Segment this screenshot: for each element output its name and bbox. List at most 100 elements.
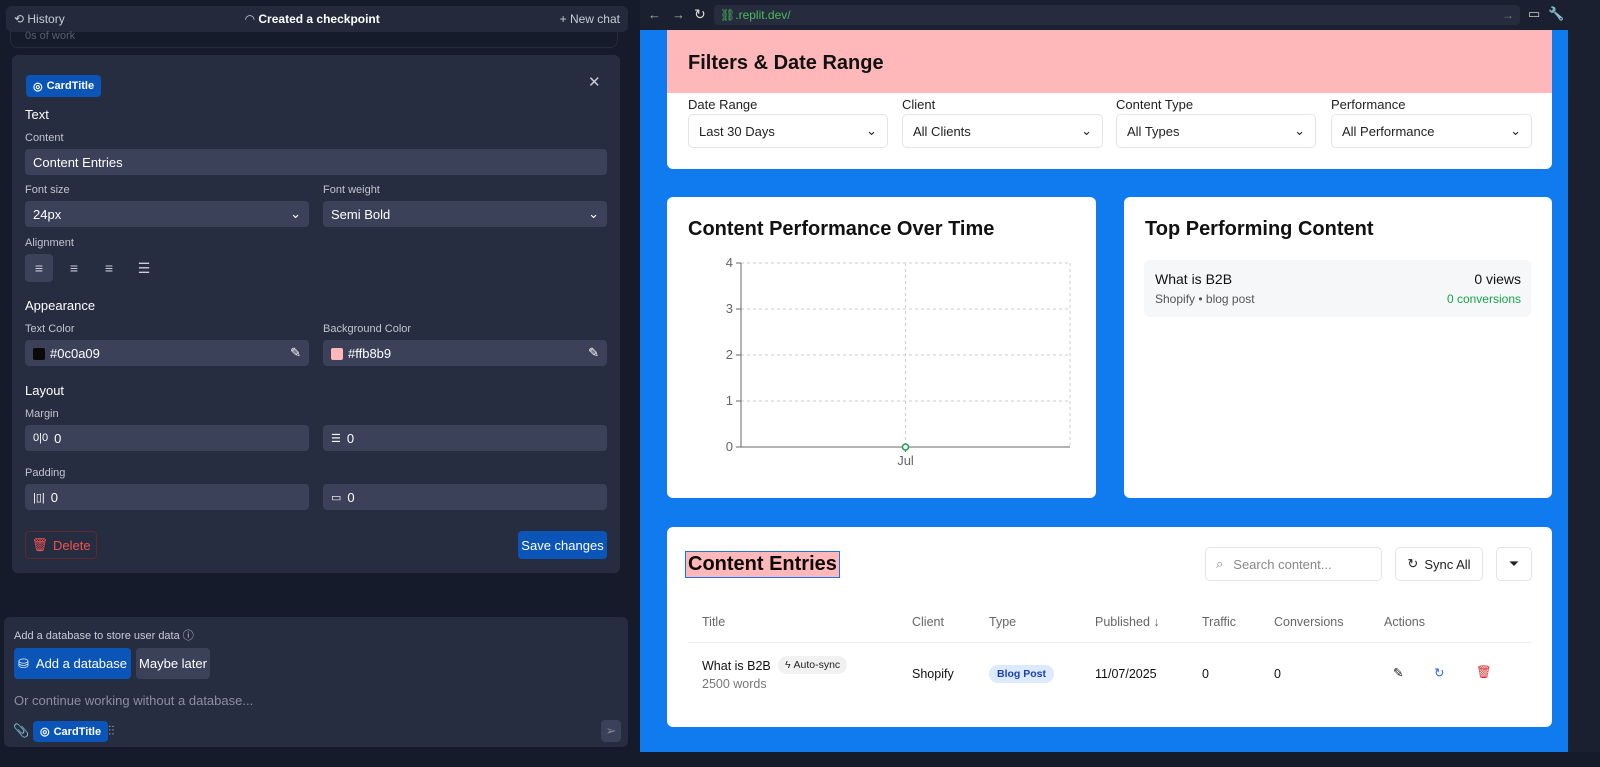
- content-input[interactable]: Content Entries: [25, 149, 607, 175]
- cardtitle-chip[interactable]: ◎ CardTitle: [33, 721, 109, 742]
- text-color-label: Text Color: [25, 323, 75, 335]
- padding-y-input[interactable]: ▭ 0: [323, 484, 607, 510]
- col-traffic: Traffic: [1202, 615, 1237, 629]
- save-changes-button[interactable]: Save changes: [518, 531, 607, 559]
- padding-x-value: 0: [50, 489, 59, 505]
- date-range-label: Date Range: [688, 97, 758, 112]
- align-right-icon[interactable]: ≡: [104, 260, 114, 276]
- top-content-title: Top Performing Content: [1145, 218, 1374, 240]
- chevron-down-icon: ⌄: [1510, 123, 1521, 138]
- add-database-button[interactable]: ⛁ Add a database: [14, 648, 131, 679]
- date-range-value: Last 30 Days: [699, 123, 775, 139]
- font-weight-value: Semi Bold: [331, 206, 391, 222]
- text-section-title: Text: [25, 107, 49, 122]
- url-text: .replit.dev/: [735, 8, 791, 22]
- maybe-later-button[interactable]: Maybe later: [136, 648, 210, 679]
- content-type-select[interactable]: All Types ⌄: [1116, 114, 1316, 148]
- margin-horizontal-icon: 0|0: [33, 432, 49, 444]
- font-weight-select[interactable]: Semi Bold ⌄: [323, 201, 607, 227]
- checkpoint-icon: ◠: [244, 12, 259, 26]
- margin-x-value: 0: [54, 430, 62, 446]
- edit-icon[interactable]: ✎: [1393, 666, 1404, 680]
- align-center-icon[interactable]: ≡: [69, 260, 79, 276]
- new-chat-button[interactable]: + New chat: [559, 12, 620, 26]
- padding-x-input[interactable]: |▯| 0: [25, 484, 309, 510]
- add-database-label: Add a database: [35, 656, 127, 671]
- col-published[interactable]: Published ↓: [1095, 615, 1160, 629]
- performance-select[interactable]: All Performance ⌄: [1331, 114, 1532, 148]
- client-select[interactable]: All Clients ⌄: [902, 114, 1103, 148]
- delete-label: Delete: [52, 537, 91, 553]
- row-published: 11/07/2025: [1095, 667, 1157, 681]
- device-icon[interactable]: ▭: [1528, 6, 1541, 21]
- row-client: Shopify: [912, 667, 954, 681]
- eyedropper-icon[interactable]: ✎: [290, 345, 301, 360]
- item-views: 0 views: [1474, 271, 1521, 287]
- history-button[interactable]: ⟲ History: [14, 12, 65, 26]
- send-icon[interactable]: ➢: [601, 720, 621, 742]
- wrench-icon[interactable]: 🔧: [1548, 6, 1565, 21]
- y-tick-label: 0: [726, 439, 733, 454]
- chevron-down-icon: ⌄: [866, 123, 877, 138]
- go-icon[interactable]: →: [1502, 8, 1514, 22]
- row-traffic: 0: [1202, 667, 1209, 681]
- reload-icon[interactable]: ↻: [694, 6, 706, 22]
- sync-label: Sync All: [1424, 556, 1471, 572]
- sync-icon[interactable]: ↻: [1434, 666, 1445, 680]
- target-icon: ◎: [40, 726, 50, 738]
- content-entries-title[interactable]: Content Entries: [685, 551, 840, 578]
- text-color-input[interactable]: #0c0a09 ✎: [25, 340, 309, 366]
- top-content-card: Top Performing Content What is B2B Shopi…: [1124, 197, 1552, 498]
- database-icon: ⛁: [18, 655, 29, 671]
- chat-input[interactable]: Or continue working without a database..…: [14, 693, 254, 708]
- sync-all-button[interactable]: ↻ Sync All: [1395, 547, 1483, 581]
- trash-icon: 🗑: [31, 537, 48, 552]
- bg-color-swatch[interactable]: [331, 347, 343, 360]
- row-conversions: 0: [1274, 667, 1281, 681]
- scrollbar[interactable]: [1568, 30, 1600, 752]
- performance-value: All Performance: [1342, 123, 1435, 139]
- performance-label: Performance: [1331, 97, 1406, 112]
- chip-label: CardTitle: [53, 725, 102, 738]
- info-icon[interactable]: ⓘ: [182, 630, 194, 642]
- filters-title: Filters & Date Range: [688, 52, 884, 74]
- filter-icon: ⏷: [1508, 556, 1520, 571]
- search-input[interactable]: ⌕ Search content...: [1205, 547, 1382, 581]
- margin-x-input[interactable]: 0|0 0: [25, 425, 309, 451]
- text-color-swatch[interactable]: [33, 347, 45, 360]
- url-bar[interactable]: ⛓.replit.dev/ →: [714, 5, 1520, 25]
- y-tick-label: 4: [726, 255, 733, 270]
- filter-button[interactable]: ⏷: [1496, 547, 1532, 581]
- date-range-select[interactable]: Last 30 Days ⌄: [688, 114, 888, 148]
- delete-button[interactable]: 🗑 Delete: [25, 531, 97, 559]
- top-content-item[interactable]: What is B2B Shopify • blog post 0 views …: [1144, 260, 1531, 317]
- filters-header: [667, 30, 1552, 93]
- item-conversions: 0 conversions: [1446, 292, 1521, 306]
- align-left-icon[interactable]: ≡: [25, 254, 53, 282]
- margin-vertical-icon: ☰: [331, 432, 341, 445]
- app-page: Filters & Date Range Date Range Last 30 …: [640, 30, 1568, 752]
- bg-color-input[interactable]: #ffb8b9 ✎: [323, 340, 607, 366]
- col-actions: Actions: [1384, 615, 1425, 629]
- performance-chart-card: Content Performance Over Time 0 1 2 3 4 Jul: [667, 197, 1096, 498]
- margin-y-input[interactable]: ☰ 0: [323, 425, 607, 451]
- component-chip[interactable]: ◎ CardTitle: [26, 75, 102, 97]
- bg-color-label: Background Color: [323, 323, 412, 335]
- paperclip-icon[interactable]: 📎: [13, 723, 30, 738]
- close-icon[interactable]: ✕: [588, 74, 601, 91]
- align-justify-icon[interactable]: ☰: [137, 259, 151, 276]
- settings-sliders-icon[interactable]: ⫶⫶: [108, 723, 115, 738]
- chevron-down-icon: ⌄: [588, 206, 599, 221]
- delete-icon[interactable]: 🗑: [1476, 665, 1492, 679]
- col-conversions: Conversions: [1274, 615, 1344, 629]
- item-meta: Shopify • blog post: [1155, 292, 1255, 306]
- content-type-value: All Types: [1127, 123, 1180, 139]
- forward-icon[interactable]: →: [672, 7, 685, 22]
- back-icon[interactable]: ←: [648, 7, 661, 22]
- alignment-label: Alignment: [25, 237, 74, 249]
- font-size-select[interactable]: 24px ⌄: [25, 201, 309, 227]
- y-tick-label: 1: [726, 393, 733, 408]
- client-label: Client: [902, 97, 936, 112]
- eyedropper-icon[interactable]: ✎: [588, 345, 599, 360]
- chat-header: ⟲ History ◠ Created a checkpoint + New c…: [6, 6, 628, 32]
